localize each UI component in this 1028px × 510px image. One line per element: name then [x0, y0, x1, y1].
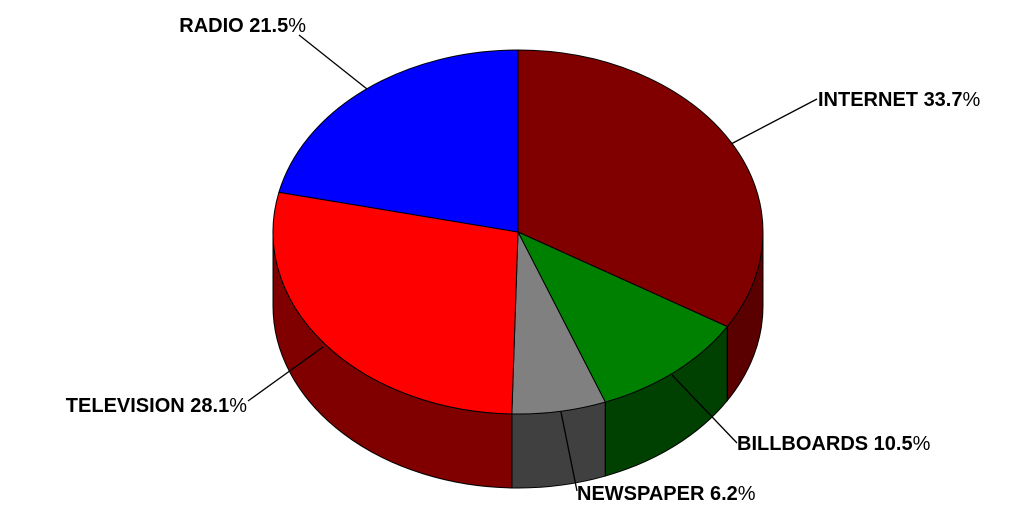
slice-label-percent-sign: %: [738, 483, 756, 505]
slice-label-newspaper: NEWSPAPER 6.2%: [577, 483, 756, 505]
slice-label-value: 10.5: [874, 433, 913, 455]
slice-label-radio: RADIO 21.5%: [179, 15, 306, 37]
pie-side-layer: [272, 231, 764, 489]
pie-slice-internet: [517, 49, 764, 328]
leader-line-internet: [730, 98, 818, 145]
slice-label-name: RADIO: [179, 15, 249, 37]
slice-label-name: NEWSPAPER: [577, 483, 710, 505]
slice-label-television: TELEVISION 28.1%: [66, 395, 247, 417]
slice-label-value: 21.5: [249, 15, 288, 37]
pie-side-newspaper: [511, 401, 606, 489]
slice-label-value: 28.1: [190, 395, 229, 417]
leader-line-radio: [298, 34, 368, 90]
slice-label-percent-sign: %: [288, 15, 306, 37]
pie-slice-radio: [278, 49, 519, 233]
slice-label-percent-sign: %: [963, 89, 981, 111]
leader-line-television: [247, 346, 324, 402]
pie-slice-billboards: [516, 230, 729, 403]
leader-line-newspaper: [560, 411, 578, 492]
slice-labels: INTERNET 33.7%BILLBOARDS 10.5%NEWSPAPER …: [66, 15, 981, 505]
slice-label-name: BILLBOARDS: [737, 433, 874, 455]
slice-label-value: 6.2: [710, 483, 738, 505]
pie-top-layer: [272, 49, 764, 415]
pie-slice-television: [272, 191, 519, 415]
slice-label-percent-sign: %: [913, 433, 931, 455]
leader-lines: [247, 34, 818, 492]
slice-label-value: 33.7: [924, 89, 963, 111]
slice-label-name: TELEVISION: [66, 395, 190, 417]
slice-label-percent-sign: %: [229, 395, 247, 417]
slice-label-internet: INTERNET 33.7%: [818, 89, 981, 111]
slice-label-name: INTERNET: [818, 89, 924, 111]
slice-label-billboards: BILLBOARDS 10.5%: [737, 433, 931, 455]
leader-line-billboards: [671, 374, 738, 444]
